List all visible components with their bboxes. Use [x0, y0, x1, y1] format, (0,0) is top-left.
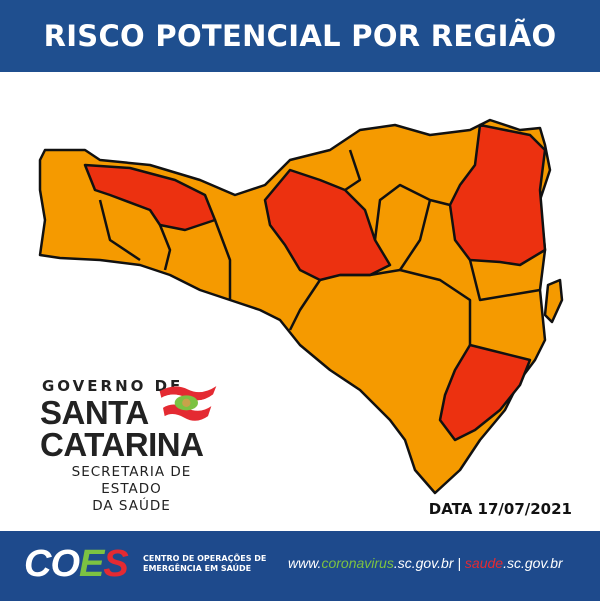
santa-catarina-flag-icon	[159, 386, 217, 421]
coes-subtitle: CENTRO DE OPERAÇÕES DE EMERGÊNCIA EM SAÚD…	[143, 554, 267, 573]
government-logo: GOVERNO DE SANTA CATARINA SECRETARIA DE …	[38, 378, 238, 514]
region-red-nordeste	[448, 123, 547, 267]
coes-logo: COES	[24, 543, 129, 585]
region-red-sul	[438, 343, 532, 442]
region-risk-map	[38, 118, 564, 495]
island-region	[543, 278, 564, 324]
website-links: www.coronavirus.sc.gov.br | saude.sc.gov…	[288, 555, 563, 571]
footer: COES CENTRO DE OPERAÇÕES DE EMERGÊNCIA EM…	[0, 531, 600, 601]
region-red-extremo-oeste	[83, 163, 217, 232]
date-label: DATA 17/07/2021	[428, 500, 572, 518]
page-title: RISCO POTENCIAL POR REGIÃO	[0, 0, 600, 72]
region-borders	[98, 149, 541, 345]
